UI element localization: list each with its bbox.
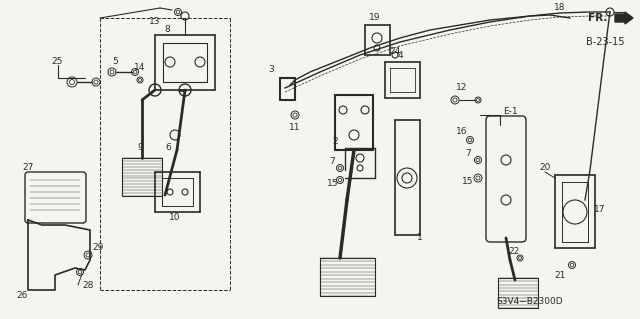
Text: 8: 8 bbox=[164, 26, 170, 34]
Bar bbox=[498, 278, 538, 308]
Text: 21: 21 bbox=[554, 271, 566, 279]
Text: 17: 17 bbox=[595, 205, 605, 214]
Text: 15: 15 bbox=[462, 177, 474, 187]
Text: 28: 28 bbox=[83, 280, 93, 290]
Text: S3V4−B2300D: S3V4−B2300D bbox=[497, 298, 563, 307]
Text: 13: 13 bbox=[149, 18, 161, 26]
Text: 7: 7 bbox=[329, 158, 335, 167]
Text: 10: 10 bbox=[169, 213, 180, 222]
Text: 14: 14 bbox=[134, 63, 146, 72]
Text: E-1: E-1 bbox=[502, 108, 517, 116]
Text: 29: 29 bbox=[92, 243, 104, 253]
Text: 22: 22 bbox=[508, 248, 520, 256]
Text: 16: 16 bbox=[456, 128, 468, 137]
Text: 7: 7 bbox=[465, 149, 471, 158]
Text: FR.: FR. bbox=[588, 13, 608, 23]
Text: 15: 15 bbox=[327, 179, 339, 188]
Text: 3: 3 bbox=[268, 65, 274, 75]
Text: 5: 5 bbox=[112, 57, 118, 66]
Text: 26: 26 bbox=[16, 291, 28, 300]
Text: 12: 12 bbox=[456, 84, 468, 93]
Text: 4: 4 bbox=[397, 50, 403, 60]
Text: 9: 9 bbox=[137, 144, 143, 152]
Text: 24: 24 bbox=[389, 48, 401, 56]
Text: 25: 25 bbox=[51, 57, 63, 66]
Text: 19: 19 bbox=[369, 13, 381, 23]
Text: 6: 6 bbox=[165, 144, 171, 152]
FancyArrow shape bbox=[615, 12, 633, 24]
Bar bbox=[122, 158, 162, 196]
Text: 18: 18 bbox=[554, 4, 566, 12]
Text: 27: 27 bbox=[22, 164, 34, 173]
Text: 20: 20 bbox=[540, 164, 550, 173]
Bar bbox=[320, 258, 375, 296]
Text: 1: 1 bbox=[417, 234, 423, 242]
Text: B-23-15: B-23-15 bbox=[586, 37, 624, 47]
Text: 11: 11 bbox=[289, 123, 301, 132]
Text: 2: 2 bbox=[332, 137, 338, 146]
